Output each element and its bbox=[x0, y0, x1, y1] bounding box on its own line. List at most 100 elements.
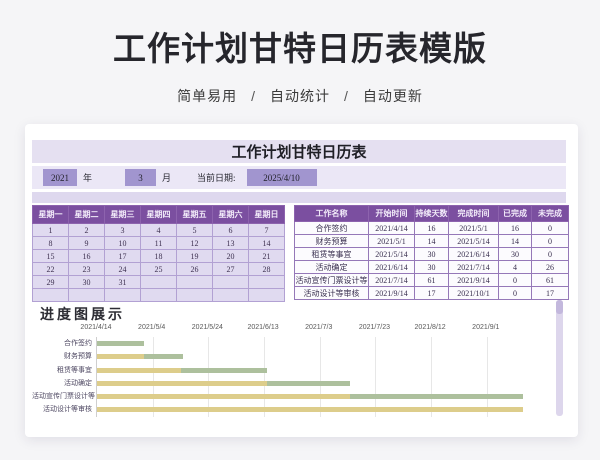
calendar-day-cell[interactable] bbox=[248, 288, 285, 302]
task-cell[interactable]: 合作签约 bbox=[294, 221, 369, 235]
month-calendar-table: 星期一 星期二 星期三 星期四 星期五 星期六 星期日 1 2 3 4 5 6 7 8 9 10 11 12 13 1… bbox=[32, 205, 285, 302]
task-cell[interactable]: 2021/9/14 bbox=[448, 273, 499, 287]
calendar-week-row: 29 30 31 bbox=[32, 275, 285, 289]
calendar-day-cell[interactable] bbox=[212, 275, 249, 289]
calendar-day-cell[interactable]: 15 bbox=[32, 249, 69, 263]
calendar-day-cell[interactable]: 21 bbox=[248, 249, 285, 263]
task-cell[interactable]: 14 bbox=[414, 234, 449, 248]
calendar-day-cell[interactable]: 11 bbox=[140, 236, 177, 250]
calendar-day-cell[interactable]: 3 bbox=[104, 223, 141, 237]
calendar-day-cell[interactable]: 9 bbox=[68, 236, 105, 250]
calendar-day-cell[interactable]: 30 bbox=[68, 275, 105, 289]
calendar-day-cell[interactable]: 22 bbox=[32, 262, 69, 276]
calendar-day-cell[interactable]: 29 bbox=[32, 275, 69, 289]
task-cell[interactable]: 2021/9/14 bbox=[368, 286, 415, 300]
task-cell[interactable]: 租赁等事宜 bbox=[294, 247, 369, 261]
gantt-duration-bar bbox=[266, 380, 351, 386]
task-cell[interactable]: 30 bbox=[414, 247, 449, 261]
calendar-weekday-header: 星期六 bbox=[212, 205, 249, 224]
calendar-day-cell[interactable] bbox=[176, 275, 213, 289]
calendar-day-cell[interactable]: 1 bbox=[32, 223, 69, 237]
gantt-gridline bbox=[264, 337, 266, 417]
calendar-day-cell[interactable]: 10 bbox=[104, 236, 141, 250]
calendar-day-cell[interactable] bbox=[212, 288, 249, 302]
task-cell[interactable]: 0 bbox=[498, 273, 532, 287]
calendar-day-cell[interactable]: 12 bbox=[176, 236, 213, 250]
task-cell[interactable]: 26 bbox=[531, 260, 569, 274]
sheet-title-bar: 工作计划甘特日历表 bbox=[32, 140, 566, 163]
task-cell[interactable]: 30 bbox=[498, 247, 532, 261]
calendar-day-cell[interactable]: 18 bbox=[140, 249, 177, 263]
task-cell[interactable]: 2021/4/14 bbox=[368, 221, 415, 235]
task-cell[interactable]: 2021/5/14 bbox=[448, 234, 499, 248]
calendar-day-cell[interactable]: 23 bbox=[68, 262, 105, 276]
task-cell[interactable]: 16 bbox=[414, 221, 449, 235]
calendar-day-cell[interactable]: 25 bbox=[140, 262, 177, 276]
task-cell[interactable]: 30 bbox=[414, 260, 449, 274]
gantt-axis-tick-label: 2021/4/14 bbox=[80, 324, 112, 331]
calendar-day-cell[interactable]: 14 bbox=[248, 236, 285, 250]
calendar-day-cell[interactable]: 8 bbox=[32, 236, 69, 250]
task-cell[interactable]: 14 bbox=[498, 234, 532, 248]
calendar-day-cell[interactable] bbox=[104, 288, 141, 302]
task-cell[interactable]: 2021/5/1 bbox=[368, 234, 415, 248]
task-cell[interactable]: 2021/6/14 bbox=[448, 247, 499, 261]
task-cell[interactable]: 活动宣传门票设计等 bbox=[294, 273, 369, 287]
lavender-spacer-band bbox=[32, 192, 566, 203]
calendar-day-cell[interactable] bbox=[32, 288, 69, 302]
task-cell[interactable]: 活动设计等审核 bbox=[294, 286, 369, 300]
calendar-day-cell[interactable]: 16 bbox=[68, 249, 105, 263]
calendar-day-cell[interactable] bbox=[68, 288, 105, 302]
gantt-axis-tick-label: 2021/7/3 bbox=[305, 324, 333, 331]
subtitle-item: 自动统计 bbox=[270, 88, 330, 104]
task-cell[interactable]: 0 bbox=[531, 234, 569, 248]
calendar-day-cell[interactable]: 2 bbox=[68, 223, 105, 237]
calendar-day-cell[interactable]: 5 bbox=[176, 223, 213, 237]
calendar-day-cell[interactable] bbox=[140, 288, 177, 302]
gantt-gridline bbox=[375, 337, 377, 417]
task-cell[interactable]: 2021/5/1 bbox=[448, 221, 499, 235]
task-cell[interactable]: 61 bbox=[414, 273, 449, 287]
task-cell[interactable]: 16 bbox=[498, 221, 532, 235]
calendar-day-cell[interactable] bbox=[248, 275, 285, 289]
task-cell[interactable]: 2021/6/14 bbox=[368, 260, 415, 274]
vertical-scrollbar[interactable] bbox=[556, 300, 563, 416]
calendar-day-cell[interactable]: 17 bbox=[104, 249, 141, 263]
calendar-day-cell[interactable]: 13 bbox=[212, 236, 249, 250]
calendar-day-cell[interactable]: 19 bbox=[176, 249, 213, 263]
calendar-day-cell[interactable]: 28 bbox=[248, 262, 285, 276]
month-input[interactable]: 3 bbox=[125, 169, 157, 186]
calendar-day-cell[interactable]: 24 bbox=[104, 262, 141, 276]
calendar-day-cell[interactable] bbox=[176, 288, 213, 302]
year-input[interactable]: 2021 bbox=[43, 169, 77, 186]
gantt-duration-bar bbox=[350, 394, 523, 400]
calendar-day-cell[interactable]: 6 bbox=[212, 223, 249, 237]
task-cell[interactable]: 61 bbox=[531, 273, 569, 287]
task-cell[interactable]: 财务预算 bbox=[294, 234, 369, 248]
calendar-day-cell[interactable]: 7 bbox=[248, 223, 285, 237]
task-cell[interactable]: 0 bbox=[531, 247, 569, 261]
task-cell[interactable]: 2021/7/14 bbox=[448, 260, 499, 274]
task-column-header: 已完成 bbox=[498, 205, 532, 222]
task-cell[interactable]: 活动确定 bbox=[294, 260, 369, 274]
task-cell[interactable]: 4 bbox=[498, 260, 532, 274]
calendar-weekday-header: 星期四 bbox=[140, 205, 177, 224]
task-cell[interactable]: 2021/5/14 bbox=[368, 247, 415, 261]
calendar-day-cell[interactable] bbox=[140, 275, 177, 289]
task-cell[interactable]: 0 bbox=[531, 221, 569, 235]
calendar-weekday-header: 星期五 bbox=[176, 205, 213, 224]
task-cell[interactable]: 0 bbox=[498, 286, 532, 300]
task-cell[interactable]: 17 bbox=[531, 286, 569, 300]
calendar-day-cell[interactable]: 27 bbox=[212, 262, 249, 276]
calendar-weekday-header: 星期一 bbox=[32, 205, 69, 224]
scrollbar-thumb[interactable] bbox=[556, 300, 563, 314]
current-date-input[interactable]: 2025/4/10 bbox=[246, 169, 317, 186]
task-cell[interactable]: 17 bbox=[414, 286, 449, 300]
calendar-week-row: 8 9 10 11 12 13 14 bbox=[32, 236, 285, 250]
task-cell[interactable]: 2021/7/14 bbox=[368, 273, 415, 287]
calendar-day-cell[interactable]: 26 bbox=[176, 262, 213, 276]
calendar-day-cell[interactable]: 31 bbox=[104, 275, 141, 289]
task-cell[interactable]: 2021/10/1 bbox=[448, 286, 499, 300]
calendar-day-cell[interactable]: 20 bbox=[212, 249, 249, 263]
calendar-day-cell[interactable]: 4 bbox=[140, 223, 177, 237]
